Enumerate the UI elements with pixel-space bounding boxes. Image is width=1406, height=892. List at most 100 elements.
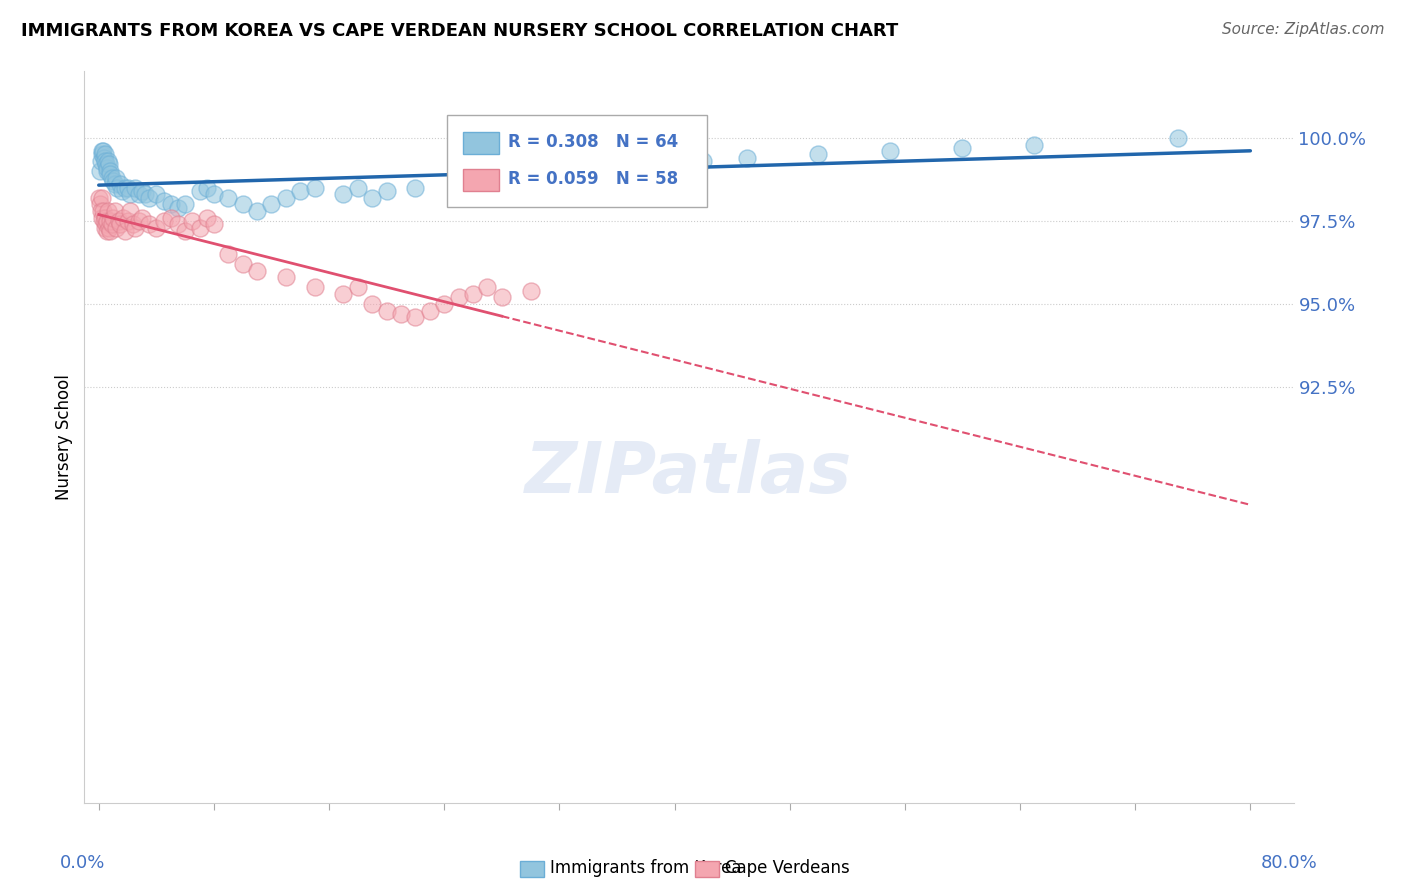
Point xyxy=(105,220,128,235)
Point xyxy=(124,220,146,235)
Point xyxy=(246,264,269,278)
Point xyxy=(131,184,153,198)
Point xyxy=(246,204,269,219)
Point xyxy=(97,154,120,169)
Point xyxy=(274,191,297,205)
Point xyxy=(117,214,139,228)
Point xyxy=(97,220,120,235)
Point xyxy=(159,197,181,211)
Point xyxy=(491,290,513,304)
Point xyxy=(107,180,129,194)
Point xyxy=(93,151,115,165)
Point xyxy=(90,147,112,161)
Point xyxy=(304,280,326,294)
Point xyxy=(664,157,686,171)
Point xyxy=(138,191,160,205)
Point xyxy=(90,154,112,169)
Point xyxy=(104,204,127,219)
Point xyxy=(128,187,150,202)
Point xyxy=(1167,131,1189,145)
Point xyxy=(122,217,145,231)
Point xyxy=(217,247,239,261)
Point xyxy=(131,211,153,225)
Point xyxy=(620,161,643,175)
Text: IMMIGRANTS FROM KOREA VS CAPE VERDEAN NURSERY SCHOOL CORRELATION CHART: IMMIGRANTS FROM KOREA VS CAPE VERDEAN NU… xyxy=(21,22,898,40)
Text: Immigrants from Korea: Immigrants from Korea xyxy=(550,859,741,877)
Point xyxy=(120,204,142,219)
Point xyxy=(491,174,513,188)
Point xyxy=(447,178,470,192)
Point xyxy=(98,164,121,178)
Point xyxy=(96,224,118,238)
Y-axis label: Nursery School: Nursery School xyxy=(55,374,73,500)
Point xyxy=(232,257,254,271)
Point xyxy=(93,147,115,161)
Point xyxy=(361,297,384,311)
Point xyxy=(101,211,124,225)
Point xyxy=(952,141,974,155)
Bar xyxy=(463,169,499,191)
Point xyxy=(94,217,117,231)
Point xyxy=(202,217,225,231)
Point xyxy=(592,164,614,178)
Point xyxy=(114,224,136,238)
Point xyxy=(159,211,181,225)
Point xyxy=(124,180,146,194)
Point xyxy=(100,170,122,185)
Point xyxy=(110,178,132,192)
Text: R = 0.059   N = 58: R = 0.059 N = 58 xyxy=(508,169,678,188)
Point xyxy=(404,310,426,325)
Text: ZIPatlas: ZIPatlas xyxy=(526,439,852,508)
Point xyxy=(98,224,121,238)
Point xyxy=(692,154,714,169)
Point xyxy=(879,144,901,158)
Point xyxy=(195,180,218,194)
Point xyxy=(404,180,426,194)
Point xyxy=(98,214,121,228)
Point xyxy=(108,214,131,228)
Point xyxy=(167,201,190,215)
Point xyxy=(94,157,117,171)
Point xyxy=(519,170,541,185)
Point xyxy=(97,157,120,171)
Point xyxy=(138,217,160,231)
Point xyxy=(181,214,204,228)
Point xyxy=(128,214,150,228)
Point xyxy=(807,147,830,161)
Point xyxy=(152,194,174,208)
Point xyxy=(217,191,239,205)
Point xyxy=(100,217,122,231)
Point xyxy=(375,184,398,198)
Point xyxy=(111,184,134,198)
Point xyxy=(735,151,758,165)
Point xyxy=(274,270,297,285)
Point xyxy=(90,211,112,225)
Point xyxy=(101,174,124,188)
Point xyxy=(202,187,225,202)
Point xyxy=(304,180,326,194)
Point xyxy=(461,287,484,301)
Point xyxy=(188,220,211,235)
Text: Source: ZipAtlas.com: Source: ZipAtlas.com xyxy=(1222,22,1385,37)
Point xyxy=(347,280,370,294)
Point xyxy=(433,297,456,311)
Point xyxy=(188,184,211,198)
Text: Cape Verdeans: Cape Verdeans xyxy=(725,859,851,877)
Point xyxy=(89,164,111,178)
Point xyxy=(105,170,128,185)
Point xyxy=(562,168,585,182)
Point xyxy=(98,168,121,182)
Point xyxy=(96,214,118,228)
Point xyxy=(361,191,384,205)
Text: R = 0.308   N = 64: R = 0.308 N = 64 xyxy=(508,133,678,152)
Point xyxy=(89,197,111,211)
Point xyxy=(174,197,197,211)
Point xyxy=(1024,137,1046,152)
Point xyxy=(290,184,312,198)
Bar xyxy=(463,132,499,154)
Text: 80.0%: 80.0% xyxy=(1261,854,1317,872)
Point xyxy=(519,284,541,298)
Point xyxy=(110,217,132,231)
Point xyxy=(117,180,139,194)
Point xyxy=(90,204,112,219)
